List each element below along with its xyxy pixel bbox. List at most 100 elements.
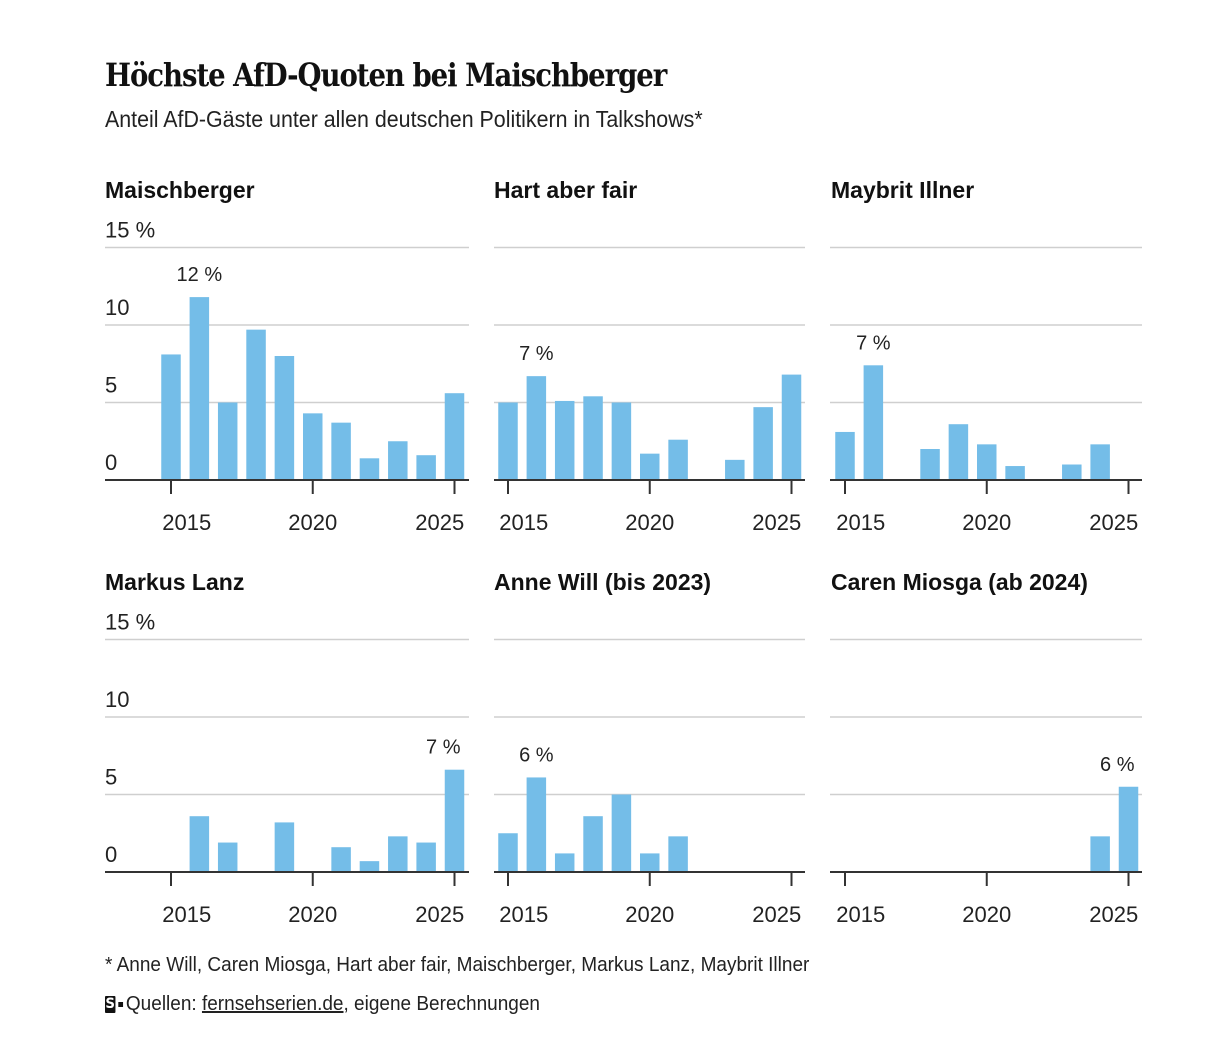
bar [217, 842, 238, 872]
bar [611, 402, 632, 480]
x-tick-label: 2020 [625, 902, 674, 927]
bar [1090, 836, 1110, 872]
chart-panel: Anne Will (bis 2023) 2015 2020 2025 6 % [494, 569, 805, 927]
panel-title: Anne Will (bis 2023) [494, 569, 711, 595]
bar [246, 329, 266, 480]
bar [498, 402, 518, 480]
bar [161, 354, 181, 480]
x-tick-label: 2015 [499, 510, 548, 535]
y-tick-label: 0 [105, 842, 117, 867]
chart-panel: Maybrit Illner 2015 2020 2025 7 % [830, 177, 1142, 535]
bar [640, 453, 660, 480]
bar [217, 402, 238, 480]
source-prefix: Quellen: [125, 993, 202, 1015]
bar [583, 396, 603, 480]
bar [554, 400, 575, 480]
bar [640, 853, 660, 872]
bar [1090, 444, 1110, 480]
bar [668, 439, 688, 480]
y-tick-label: 5 [105, 373, 117, 398]
x-tick-label: 2025 [1089, 510, 1138, 535]
bar [416, 842, 436, 872]
x-tick-label: 2025 [752, 902, 801, 927]
bar [948, 424, 969, 480]
chart-panel: Maischberger 0 5 10 15 % 2015 2020 2025 12 % [105, 177, 469, 535]
panel-title: Maischberger [105, 177, 255, 203]
bar [331, 422, 351, 480]
data-label: 7 % [856, 332, 891, 354]
bar [416, 455, 436, 480]
source-suffix: , eigene Berechnungen [343, 993, 540, 1015]
bar [1005, 466, 1025, 480]
source-link[interactable]: fernsehserien.de [201, 993, 344, 1015]
bar [303, 413, 323, 480]
bar [388, 836, 408, 872]
bar [331, 847, 351, 872]
bar [359, 861, 380, 872]
x-tick-label: 2020 [625, 510, 674, 535]
chart-panel: Markus Lanz 0 5 10 15 % 2015 2020 2025 7 % [105, 569, 469, 927]
bar [388, 441, 408, 480]
chart-title: Höchste AfD-Quoten bei Maischberger [105, 56, 667, 94]
chart-panel: Hart aber fair 2015 2020 2025 7 % [494, 177, 805, 535]
y-tick-label: 5 [105, 765, 117, 790]
bar [526, 376, 547, 480]
x-tick-label: 2015 [162, 902, 211, 927]
panel-title: Caren Miosga (ab 2024) [831, 569, 1088, 595]
y-tick-label: 15 % [105, 610, 155, 635]
bar [274, 822, 295, 872]
y-tick-label: 15 % [105, 218, 155, 243]
x-tick-label: 2020 [962, 510, 1011, 535]
x-tick-label: 2025 [415, 510, 464, 535]
bar [498, 833, 518, 872]
bar [526, 777, 547, 872]
y-tick-label: 0 [105, 450, 117, 475]
bar [189, 816, 210, 872]
bar [554, 853, 575, 872]
y-tick-label: 10 [105, 295, 129, 320]
bar [863, 365, 884, 480]
chart-panel: Caren Miosga (ab 2024) 2015 2020 2025 6 % [830, 569, 1142, 927]
x-tick-label: 2025 [1089, 902, 1138, 927]
panel-title: Maybrit Illner [831, 177, 974, 203]
bar [189, 297, 210, 480]
data-label: 12 % [177, 264, 223, 286]
bar [835, 431, 855, 480]
bar [444, 769, 465, 872]
bar [668, 836, 688, 872]
bar [753, 407, 773, 480]
x-tick-label: 2015 [836, 902, 885, 927]
bar [611, 794, 632, 872]
x-tick-label: 2015 [836, 510, 885, 535]
source-line: S Quellen: fernsehserien.de , eigene Ber… [105, 993, 540, 1016]
x-tick-label: 2020 [962, 902, 1011, 927]
bar [920, 449, 940, 480]
data-label: 7 % [426, 737, 461, 759]
x-tick-label: 2015 [499, 902, 548, 927]
data-label: 6 % [519, 744, 554, 766]
bar [977, 444, 997, 480]
y-tick-label: 10 [105, 687, 129, 712]
x-tick-label: 2020 [288, 510, 337, 535]
footnote: * Anne Will, Caren Miosga, Hart aber fai… [105, 954, 810, 976]
panel-title: Hart aber fair [494, 177, 637, 203]
x-tick-label: 2025 [752, 510, 801, 535]
panel-title: Markus Lanz [105, 569, 244, 595]
bar [1062, 464, 1082, 480]
x-tick-label: 2025 [415, 902, 464, 927]
spiegel-logo-icon: S [105, 996, 116, 1013]
bar [781, 374, 802, 480]
bar [359, 458, 380, 480]
bar [444, 393, 465, 480]
data-label: 7 % [519, 343, 554, 365]
chart-subtitle: Anteil AfD-Gäste unter allen deutschen P… [105, 106, 703, 132]
x-tick-label: 2020 [288, 902, 337, 927]
bar [274, 356, 295, 480]
separator-dot-icon [118, 1002, 124, 1007]
data-label: 6 % [1100, 754, 1135, 776]
x-tick-label: 2015 [162, 510, 211, 535]
bar [583, 816, 603, 872]
bar [725, 459, 745, 480]
bar [1118, 786, 1139, 872]
